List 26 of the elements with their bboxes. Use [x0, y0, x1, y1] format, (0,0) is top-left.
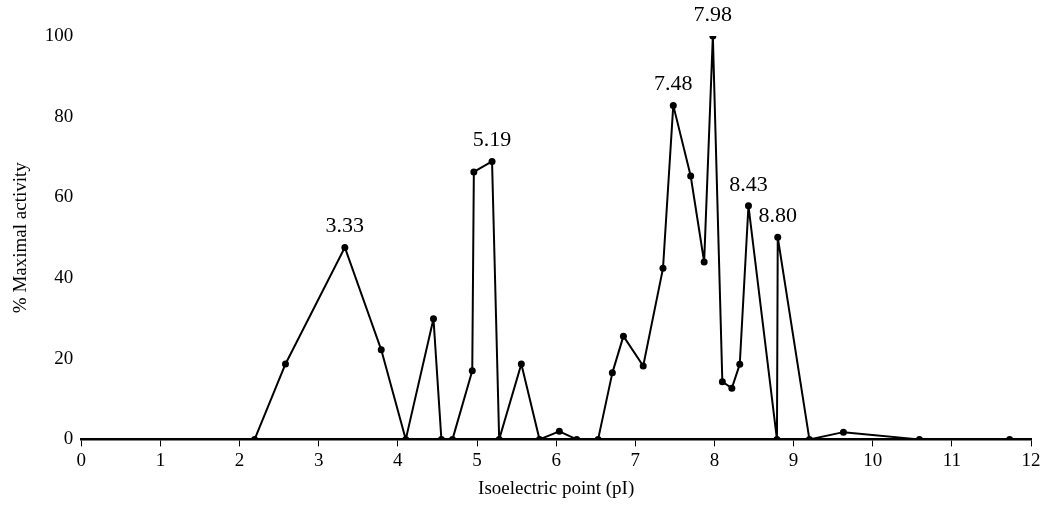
annotation: 8.80 — [758, 202, 797, 228]
x-tick-label: 1 — [155, 448, 166, 470]
x-axis-title: Isoelectric point (pI) — [478, 476, 635, 499]
x-tick-label: 5 — [472, 448, 482, 470]
x-tick-label: 7 — [630, 448, 641, 470]
y-tick-label: 80 — [54, 104, 74, 126]
x-tick-label: 9 — [788, 448, 799, 470]
y-tick-label: 20 — [54, 346, 74, 368]
x-tick-label: 11 — [942, 448, 962, 470]
y-axis-title: % Maximal activity — [9, 161, 31, 314]
y-tick-label: 60 — [54, 185, 74, 207]
annotation: 3.33 — [325, 212, 365, 238]
x-tick-label: 10 — [863, 448, 883, 470]
y-tick-label: 0 — [63, 427, 74, 449]
x-tick-label: 12 — [1021, 448, 1041, 470]
annotation: 7.98 — [693, 0, 733, 26]
x-tick-label: 4 — [393, 448, 404, 470]
x-tick-label: 2 — [234, 448, 245, 470]
annotation: 5.19 — [472, 126, 512, 152]
y-tick-label: 40 — [54, 266, 74, 288]
annotation: 7.48 — [654, 70, 693, 96]
x-tick-label: 3 — [313, 448, 324, 470]
x-tick-label: 6 — [551, 448, 561, 470]
y-tick-label: 100 — [44, 23, 74, 45]
x-tick-label: 8 — [709, 448, 720, 470]
annotation: 8.43 — [729, 170, 768, 196]
